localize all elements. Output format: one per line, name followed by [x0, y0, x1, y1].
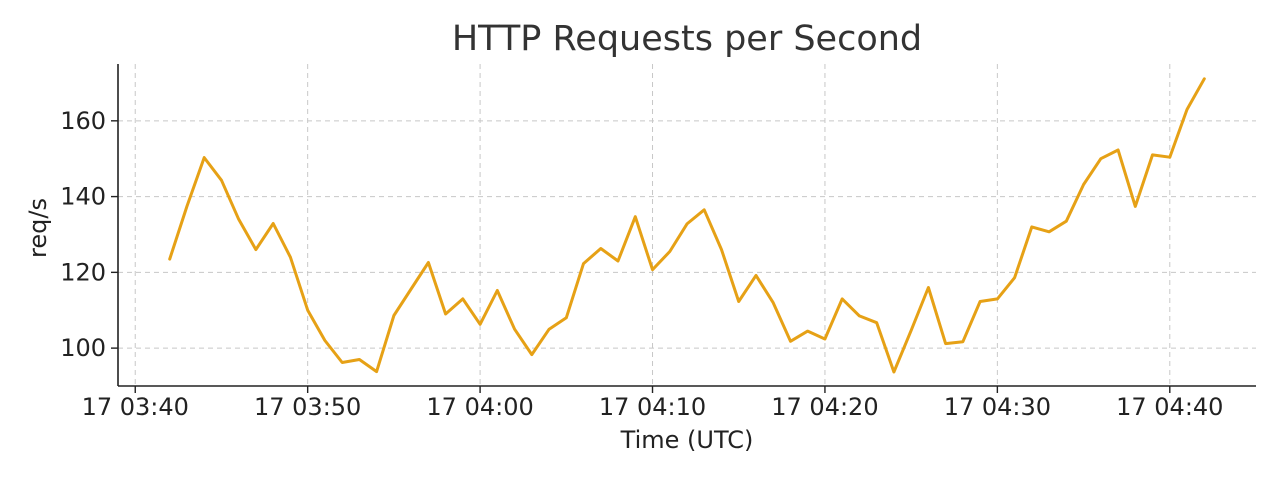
data-point: [858, 315, 861, 317]
chart-title: HTTP Requests per Second: [452, 19, 922, 59]
data-point: [945, 343, 947, 345]
data-point: [807, 330, 809, 332]
data-point: [341, 361, 343, 364]
series-line: [168, 77, 1206, 374]
data-point: [1100, 158, 1102, 160]
y-tick-label: 100: [60, 334, 106, 362]
data-point: [703, 209, 705, 211]
y-tick-label: 120: [60, 258, 106, 286]
data-point: [324, 339, 326, 342]
data-point: [169, 258, 171, 260]
data-point: [548, 328, 550, 330]
data-point: [445, 313, 447, 315]
x-tick-label: 17 03:50: [254, 393, 361, 421]
data-point: [393, 314, 395, 317]
data-point: [979, 300, 981, 303]
data-point: [582, 263, 585, 265]
x-tick-label: 17 04:40: [1116, 393, 1223, 421]
data-point: [1134, 205, 1136, 207]
data-point: [1117, 149, 1119, 151]
y-axis-ticks: 100 120 140 160: [60, 107, 118, 362]
data-point: [651, 269, 654, 271]
data-point: [634, 216, 636, 218]
data-point: [1083, 183, 1085, 186]
x-tick-label: 17 04:10: [599, 393, 706, 421]
x-axis-ticks: 17 03:40 17 03:50 17 04:00 17 04:10 17 04:20…: [82, 386, 1223, 421]
data-point: [893, 371, 895, 373]
x-axis-label: Time (UTC): [620, 426, 754, 454]
data-point: [720, 249, 723, 251]
data-point: [1151, 154, 1154, 156]
y-tick-label: 140: [60, 183, 106, 211]
data-point: [427, 261, 429, 264]
y-axis-label: req/s: [24, 198, 52, 258]
data-point: [358, 358, 360, 361]
data-point: [772, 302, 774, 304]
data-point: [1031, 226, 1033, 228]
data-point: [1203, 78, 1205, 80]
data-point: [186, 205, 188, 207]
data-point: [600, 247, 602, 250]
data-point: [962, 341, 964, 343]
x-tick-label: 17 03:40: [82, 393, 189, 421]
data-point: [1014, 277, 1016, 279]
data-point: [617, 260, 619, 262]
data-point: [1065, 220, 1067, 222]
data-point: [565, 317, 567, 319]
x-tick-label: 17 04:20: [771, 393, 878, 421]
x-tick-label: 17 04:30: [944, 393, 1051, 421]
data-point: [789, 340, 792, 342]
data-point: [531, 354, 533, 356]
data-point: [927, 286, 930, 289]
data-point: [876, 322, 878, 324]
data-point: [410, 288, 412, 290]
y-tick-label: 160: [60, 107, 106, 135]
data-point: [824, 338, 826, 340]
data-point: [1048, 231, 1050, 233]
data-point: [376, 371, 378, 373]
x-tick-label: 17 04:00: [426, 393, 533, 421]
data-point: [738, 300, 740, 303]
data-point: [289, 256, 291, 258]
data-point: [755, 274, 757, 276]
data-point: [307, 309, 309, 311]
data-point: [910, 329, 912, 331]
data-point: [841, 298, 843, 300]
grid: [118, 64, 1256, 386]
data-point: [496, 289, 498, 292]
data-point: [996, 298, 999, 300]
data-point: [686, 223, 688, 225]
data-point: [255, 249, 257, 251]
data-point: [1169, 156, 1171, 158]
data-point: [1186, 108, 1188, 111]
data-point: [272, 222, 274, 225]
data-point: [462, 298, 464, 300]
data-point: [669, 250, 671, 253]
data-point: [479, 323, 481, 325]
data-point: [203, 157, 205, 159]
data-point: [220, 179, 223, 181]
series-points: [169, 78, 1205, 373]
data-point: [238, 218, 240, 220]
data-point: [514, 328, 516, 330]
